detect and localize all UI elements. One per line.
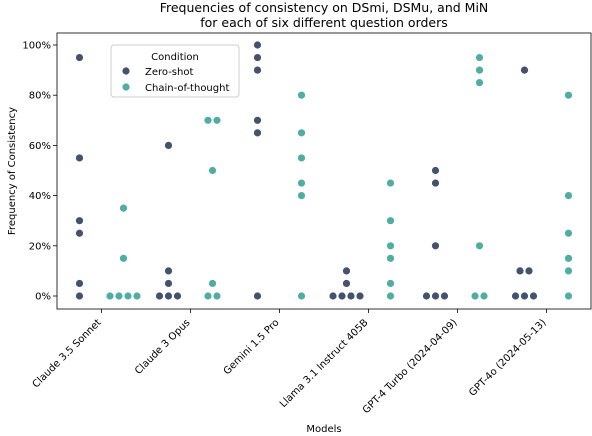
point-zero-shot	[342, 279, 351, 288]
legend-label-zero-shot: Zero-shot	[145, 67, 193, 78]
point-zero-shot	[525, 267, 533, 275]
y-tick-label: 20%	[29, 241, 51, 252]
point-zero-shot	[75, 154, 84, 162]
point-chain-of-thought	[133, 292, 141, 300]
point-zero-shot	[253, 116, 262, 124]
point-zero-shot	[431, 179, 440, 187]
point-zero-shot	[164, 292, 173, 300]
point-chain-of-thought	[475, 53, 484, 62]
x-axis-label: Models	[306, 424, 341, 435]
point-zero-shot	[253, 129, 262, 137]
point-zero-shot	[520, 292, 529, 300]
point-zero-shot	[356, 292, 364, 300]
legend-title: Condition	[151, 52, 199, 63]
point-zero-shot	[164, 267, 173, 275]
point-zero-shot	[511, 292, 520, 300]
point-chain-of-thought	[564, 229, 573, 237]
point-chain-of-thought	[204, 116, 212, 124]
point-chain-of-thought	[124, 292, 132, 300]
point-zero-shot	[342, 267, 351, 275]
point-zero-shot	[155, 292, 164, 300]
point-chain-of-thought	[386, 254, 395, 262]
point-chain-of-thought	[213, 116, 221, 124]
legend-marker-chain-of-thought	[122, 83, 130, 91]
legend-label-chain-of-thought: Chain-of-thought	[145, 83, 229, 94]
y-tick-label: 60%	[29, 141, 51, 152]
point-zero-shot	[164, 141, 173, 149]
chart-title-line2: for each of six different question order…	[200, 15, 448, 30]
point-chain-of-thought	[208, 279, 217, 288]
point-chain-of-thought	[208, 166, 217, 175]
point-chain-of-thought	[480, 292, 488, 300]
legend-box	[110, 44, 240, 98]
point-chain-of-thought	[119, 204, 128, 212]
point-chain-of-thought	[386, 279, 395, 288]
point-zero-shot	[75, 279, 84, 288]
x-tick-label: Gemini 1.5 Pro	[222, 317, 282, 377]
point-chain-of-thought	[297, 192, 306, 200]
point-chain-of-thought	[564, 254, 573, 262]
point-zero-shot	[431, 292, 440, 300]
y-tick-label: 40%	[29, 191, 51, 202]
point-zero-shot	[253, 41, 262, 49]
point-zero-shot	[75, 292, 84, 300]
point-chain-of-thought	[204, 292, 212, 300]
point-zero-shot	[440, 292, 449, 300]
point-zero-shot	[253, 53, 262, 62]
point-chain-of-thought	[386, 217, 395, 225]
y-tick-label: 0%	[35, 292, 51, 303]
point-chain-of-thought	[386, 292, 395, 300]
point-chain-of-thought	[297, 154, 306, 162]
point-zero-shot	[516, 267, 524, 275]
point-zero-shot	[164, 279, 173, 288]
point-zero-shot	[75, 53, 84, 62]
x-tick-label: Claude 3.5 Sonnet	[31, 317, 104, 390]
point-zero-shot	[422, 292, 431, 300]
point-chain-of-thought	[119, 254, 128, 262]
chart-title-line1: Frequencies of consistency on DSmi, DSMu…	[160, 0, 489, 15]
point-zero-shot	[520, 66, 529, 74]
x-tick-label: GPT-4o (2024-05-13)	[467, 317, 548, 398]
point-chain-of-thought	[386, 179, 395, 187]
point-zero-shot	[347, 292, 355, 300]
point-chain-of-thought	[471, 292, 479, 300]
point-chain-of-thought	[564, 267, 573, 275]
point-chain-of-thought	[475, 79, 484, 87]
legend: Condition Zero-shot Chain-of-thought	[110, 44, 240, 98]
point-zero-shot	[431, 242, 440, 250]
point-zero-shot	[338, 292, 346, 300]
point-zero-shot	[253, 66, 262, 74]
y-tick-label: 80%	[29, 91, 51, 102]
point-chain-of-thought	[386, 242, 395, 250]
y-axis-label: Frequency of Consistency	[7, 107, 18, 235]
point-zero-shot	[431, 166, 440, 175]
point-zero-shot	[173, 292, 182, 300]
point-chain-of-thought	[297, 91, 306, 99]
point-chain-of-thought	[564, 292, 573, 300]
x-tick-label: Claude 3 Opus	[133, 317, 193, 377]
point-chain-of-thought	[106, 292, 114, 300]
point-chain-of-thought	[297, 179, 306, 187]
point-zero-shot	[75, 229, 84, 237]
legend-marker-zero-shot	[122, 67, 130, 75]
point-chain-of-thought	[564, 91, 573, 99]
point-zero-shot	[529, 292, 538, 300]
x-tick-label: Llama 3.1 Instruct 405B	[278, 317, 371, 410]
x-tick-label: GPT-4 Turbo (2024-04-09)	[361, 317, 460, 416]
point-chain-of-thought	[297, 129, 306, 137]
point-chain-of-thought	[115, 292, 123, 300]
point-chain-of-thought	[475, 242, 484, 250]
point-zero-shot	[253, 292, 262, 300]
point-zero-shot	[329, 292, 337, 300]
y-tick-label: 100%	[22, 41, 51, 52]
point-zero-shot	[75, 217, 84, 225]
point-chain-of-thought	[297, 292, 306, 300]
point-chain-of-thought	[475, 66, 484, 74]
point-chain-of-thought	[564, 192, 573, 200]
point-chain-of-thought	[213, 292, 221, 300]
